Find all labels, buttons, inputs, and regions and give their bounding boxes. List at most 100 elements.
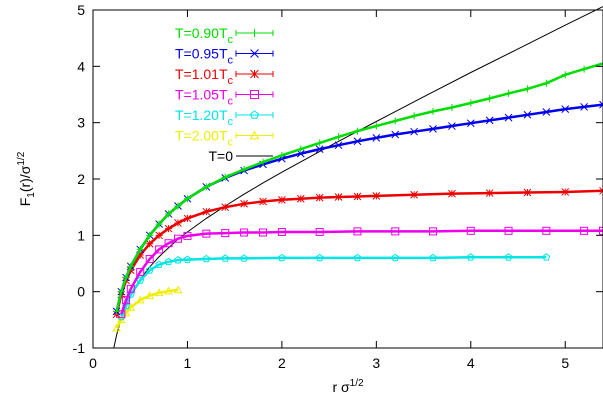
x-tick-label: 4 <box>467 355 475 371</box>
data-point <box>410 112 418 120</box>
data-point <box>372 134 381 142</box>
legend-errorbar <box>235 30 274 36</box>
data-point <box>391 117 399 125</box>
data-point <box>202 207 211 216</box>
plot-frame <box>92 9 603 349</box>
data-point <box>113 307 121 315</box>
data-point <box>164 257 173 266</box>
y-tick-label: 4 <box>77 58 85 74</box>
data-point <box>164 239 173 248</box>
data-point <box>297 145 305 153</box>
data-point <box>136 251 145 259</box>
data-point <box>136 267 145 276</box>
legend-item: T=0 <box>208 148 273 164</box>
data-point <box>353 253 362 262</box>
data-point <box>259 197 267 206</box>
data-point <box>353 137 362 146</box>
data-point <box>183 214 192 223</box>
data-point <box>278 195 286 204</box>
data-point <box>466 253 475 261</box>
y-tick-label: 5 <box>77 2 85 18</box>
data-point <box>202 183 210 191</box>
data-point <box>122 274 130 282</box>
data-point <box>429 227 437 236</box>
y-tick-label: 3 <box>77 115 85 131</box>
data-point <box>334 193 343 201</box>
legend-label: T=0.95Tc <box>175 46 234 67</box>
data-point <box>127 262 135 270</box>
y-tick-label: 1 <box>77 227 85 243</box>
data-point <box>174 234 182 243</box>
data-point <box>448 103 456 111</box>
data-point <box>410 127 418 136</box>
data-point <box>599 186 603 195</box>
data-point <box>316 139 324 147</box>
data-point <box>561 188 570 196</box>
data-point <box>410 190 418 199</box>
legend-item: T=0.90Tc <box>175 25 274 46</box>
series-line <box>120 256 547 318</box>
data-point <box>174 255 182 264</box>
data-point <box>561 105 570 114</box>
data-point <box>599 60 603 68</box>
data-point <box>486 94 494 102</box>
data-point <box>466 119 475 128</box>
series-1 <box>113 60 603 315</box>
data-point <box>112 323 121 332</box>
data-point <box>448 122 456 130</box>
data-point <box>542 226 551 235</box>
data-point <box>202 229 211 238</box>
data-point <box>277 227 286 236</box>
data-point <box>278 253 286 262</box>
data-point <box>155 260 163 268</box>
data-point <box>250 90 259 99</box>
legend-item: T=2.00Tc <box>175 128 274 149</box>
data-point <box>240 228 249 237</box>
data-point <box>391 130 400 139</box>
data-point <box>542 253 551 261</box>
data-point <box>221 254 230 262</box>
data-point <box>250 110 259 119</box>
data-point <box>542 108 551 116</box>
x-tick-label: 2 <box>278 355 286 371</box>
legend-label: T=2.00Tc <box>175 128 234 149</box>
series-line <box>115 62 603 312</box>
series-3 <box>112 186 603 319</box>
data-point <box>429 125 437 133</box>
y-tick-label: -1 <box>73 340 86 356</box>
series-line <box>120 229 603 315</box>
data-point <box>353 192 362 201</box>
legend: T=0.90TcT=0.95TcT=1.01TcT=1.05TcT=1.20Tc… <box>175 25 274 164</box>
data-point <box>155 245 164 254</box>
x-tick-label: 1 <box>184 355 192 371</box>
data-point <box>391 253 400 262</box>
data-point <box>523 110 532 119</box>
x-tick-label: 0 <box>89 355 97 371</box>
data-point <box>391 227 400 236</box>
data-point <box>353 127 361 135</box>
data-point <box>202 254 211 263</box>
data-point <box>174 202 182 210</box>
data-point <box>448 189 456 198</box>
legend-label: T=1.01Tc <box>175 66 234 87</box>
data-point <box>174 219 182 227</box>
data-point <box>117 288 125 296</box>
data-point <box>145 291 155 299</box>
data-point <box>580 65 588 73</box>
y-axis-label: F1(r)/σ1/2 <box>16 151 37 206</box>
legend-item: T=1.01Tc <box>175 66 274 87</box>
data-point <box>315 253 324 262</box>
data-point <box>485 116 494 125</box>
data-point <box>155 231 163 240</box>
data-point <box>278 151 286 159</box>
data-point <box>372 122 380 130</box>
series-layer <box>112 6 603 349</box>
data-point <box>505 89 513 97</box>
data-point <box>126 284 135 293</box>
data-point <box>136 245 144 253</box>
data-point <box>315 193 324 202</box>
data-point <box>221 173 229 181</box>
data-point <box>250 49 259 58</box>
